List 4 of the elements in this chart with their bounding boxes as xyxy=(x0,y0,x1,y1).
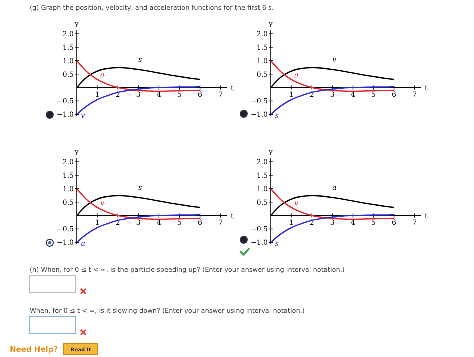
line-series xyxy=(270,214,395,244)
line-series xyxy=(76,86,201,116)
line-series xyxy=(76,214,201,244)
line-series xyxy=(270,86,395,116)
